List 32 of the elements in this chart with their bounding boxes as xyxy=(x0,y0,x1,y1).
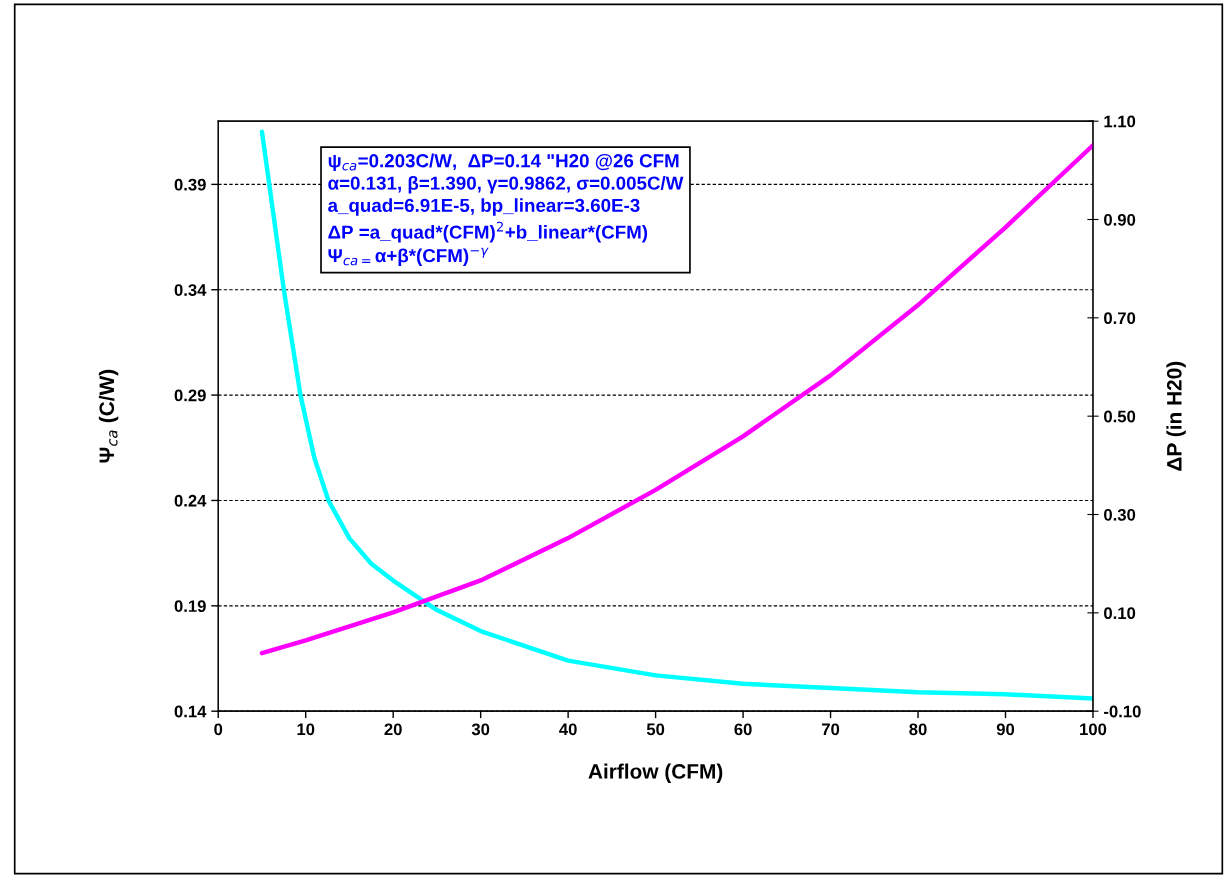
annotation: α=0.131, β=1.390, γ=0.9862, σ=0.005C/W xyxy=(328,176,684,194)
y-tick-label: 0.29 xyxy=(174,389,206,402)
x-tick-label: 80 xyxy=(909,723,927,736)
x-tick-label: 90 xyxy=(996,723,1015,736)
x-tick-label: 0 xyxy=(214,723,223,736)
annotation: Ψ$_{ca=}$α+β*(CFM)$^{−γ}$ xyxy=(328,247,489,266)
y2-tick-label: -0.10 xyxy=(1104,705,1141,718)
annotation: ΔP =a_quad*(CFM)$^{2}$+b_linear*(CFM) xyxy=(328,221,648,243)
y2-tick-label: 1.10 xyxy=(1104,115,1136,128)
annotation: ψ$_{ca}$=0.203C/W, ΔP=0.14 "H20 @26 CFM xyxy=(328,153,679,172)
x-tick-label: 30 xyxy=(471,723,490,736)
annotation: a_quad=6.91E-5, bp_linear=3.60E-3 xyxy=(328,198,640,216)
x-tick-label: 100 xyxy=(1080,723,1107,736)
y2-axis-title: ΔP (in H20) xyxy=(1166,361,1186,471)
x-tick-label: 50 xyxy=(646,723,665,736)
y2-tick-label: 0.50 xyxy=(1104,410,1136,423)
x-axis-title: Airflow (CFM) xyxy=(588,763,723,783)
x-tick-label: 20 xyxy=(384,723,402,736)
y-axis-title: Ψ$_{ca}$ (C/W) xyxy=(98,369,119,463)
y-tick-label: 0.34 xyxy=(174,284,207,296)
y2-tick-label: 0.70 xyxy=(1104,312,1136,325)
x-tick-label: 60 xyxy=(734,723,752,736)
y2-tick-label: 0.30 xyxy=(1104,508,1136,521)
x-tick-label: 70 xyxy=(822,723,840,736)
x-tick-label: 10 xyxy=(297,723,315,736)
x-tick-label: 40 xyxy=(559,723,577,736)
y2-tick-label: 0.10 xyxy=(1104,607,1136,620)
y2-tick-label: 0.90 xyxy=(1104,213,1136,226)
y-tick-label: 0.14 xyxy=(174,705,207,718)
y-tick-label: 0.19 xyxy=(174,600,206,613)
y-tick-label: 0.39 xyxy=(174,178,206,191)
y-tick-label: 0.24 xyxy=(174,494,207,507)
